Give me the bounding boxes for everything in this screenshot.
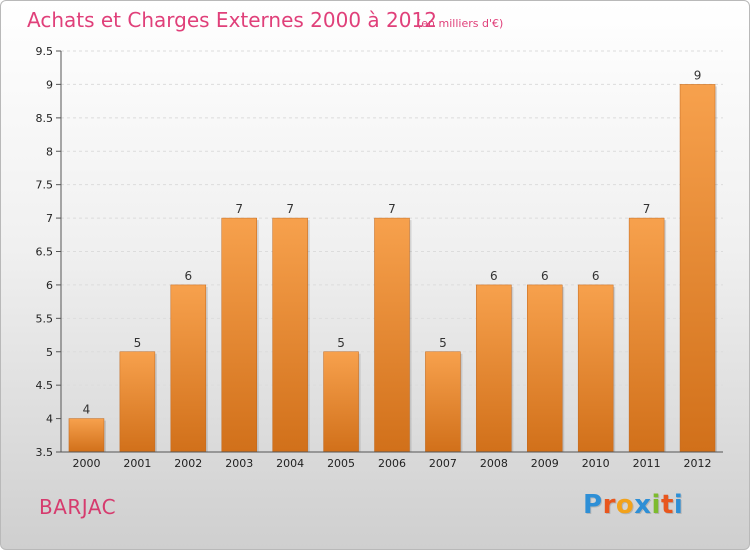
logo-letter: r [602,490,616,520]
x-axis: 2000 2001 2002 2003 2004 2005 2006 2007 2008 2009… [61,451,723,470]
chart-subtitle: (en milliers d'€) [417,17,503,30]
x-tick-label: 2010 [582,457,610,470]
y-tick-label: 3.5 [36,446,54,459]
x-tick-label: 2000 [72,457,100,470]
bar [527,284,563,453]
bar [221,217,257,453]
x-tick-label: 2002 [174,457,202,470]
bar [577,284,614,453]
bar-value-label: 6 [592,269,600,283]
logo-letter: i [651,490,661,520]
bar-value-label: 5 [337,336,345,350]
y-tick-label: 7 [46,212,53,225]
bar-value-label: 6 [490,269,498,283]
x-tick-label: 2008 [480,457,508,470]
x-tick-label: 2004 [276,457,304,470]
bar-value-label: 6 [184,269,192,283]
y-tick-label: 9.5 [36,45,54,58]
proxiti-logo: Proxiti [583,490,683,520]
x-tick-label: 2003 [225,457,253,470]
bar-value-label: 4 [83,403,91,417]
bar-value-label: 7 [286,202,294,216]
x-tick-label: 2006 [378,457,406,470]
bar [170,284,207,453]
x-tick-label: 2005 [327,457,355,470]
bar-value-label: 5 [134,336,142,350]
y-tick-label: 8 [46,145,53,158]
logo-letter: x [634,490,652,520]
x-tick-label: 2012 [684,457,712,470]
y-tick-label: 5.5 [36,312,54,325]
y-tick-label: 9 [46,78,53,91]
y-tick-label: 4 [46,413,53,426]
x-tick-label: 2001 [123,457,151,470]
bar [272,217,308,453]
bar [323,351,359,453]
logo-letter: t [660,490,674,520]
y-tick-label: 8.5 [36,112,54,125]
bar [628,217,665,453]
bar [374,217,410,453]
bar [68,418,105,453]
x-tick-label: 2009 [531,457,559,470]
y-tick-label: 6 [46,279,53,292]
bar [119,351,156,453]
y-axis: 3.5 4 4.5 5 5.5 6 6.5 7 7.5 8 8.5 9 9.5 [36,45,62,459]
bar [425,351,461,453]
bar-value-label: 9 [694,68,702,82]
bar-value-label: 7 [235,202,243,216]
y-tick-label: 5 [46,346,53,359]
bar [679,84,716,453]
bar-value-label: 5 [439,336,447,350]
y-tick-label: 4.5 [36,379,54,392]
bar-value-label: 7 [643,202,651,216]
logo-letter: o [615,490,635,520]
x-tick-label: 2007 [429,457,457,470]
bar-value-label: 7 [388,202,396,216]
x-tick-label: 2011 [633,457,661,470]
commune-name: BARJAC [39,495,117,519]
logo-letter: i [673,490,684,520]
bar-value-label: 6 [541,269,549,283]
logo-letter: P [583,490,603,520]
chart-title: Achats et Charges Externes 2000 à 2012 [27,8,437,32]
y-tick-label: 6.5 [36,246,54,259]
y-tick-label: 7.5 [36,179,54,192]
bars: 4 5 6 7 7 5 7 5 6 6 6 7 9 [68,68,718,453]
bar [476,284,512,453]
